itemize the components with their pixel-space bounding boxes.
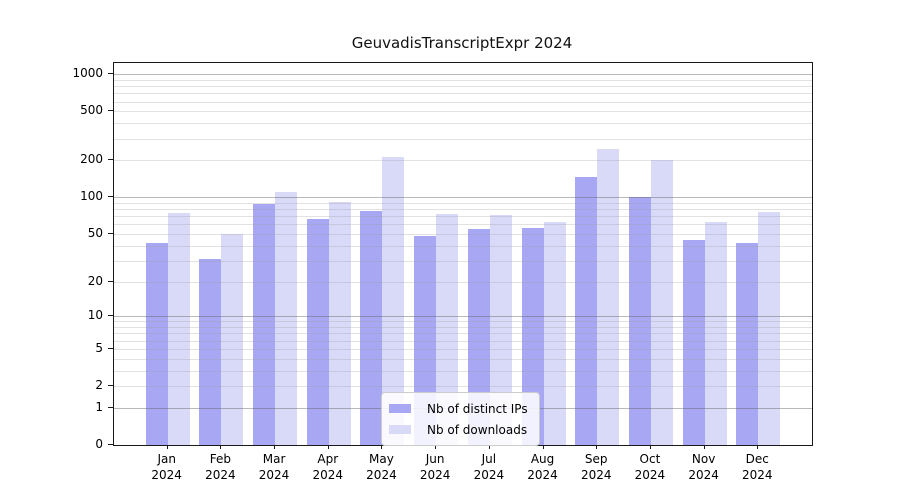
x-tick-label-oct: Oct 2024 bbox=[634, 452, 666, 482]
y-tick-mark bbox=[108, 385, 113, 387]
bar-downloads-may bbox=[382, 157, 405, 445]
x-tick-label-aug: Aug 2024 bbox=[527, 452, 558, 482]
y-tick-mark bbox=[108, 233, 113, 235]
y-tick-mark bbox=[108, 280, 113, 282]
bar-distinct-ips-apr bbox=[306, 219, 329, 445]
y-tick-label: 10 bbox=[87, 308, 103, 323]
x-tick-label-jul: Jul 2024 bbox=[473, 452, 505, 482]
x-tick-label-sep: Sep 2024 bbox=[580, 452, 612, 482]
bars-layer bbox=[114, 63, 812, 445]
x-tick-mark bbox=[166, 444, 168, 449]
x-tick-mark bbox=[381, 444, 383, 449]
x-tick-mark bbox=[488, 444, 490, 449]
y-tick-label: 100 bbox=[80, 189, 103, 204]
y-tick-label: 1000 bbox=[72, 66, 103, 81]
y-tick-label: 200 bbox=[80, 152, 103, 167]
legend-label-downloads: Nb of downloads bbox=[427, 422, 528, 437]
x-tick-mark bbox=[220, 444, 222, 449]
x-tick-mark bbox=[649, 444, 651, 449]
y-tick-label: 0 bbox=[95, 437, 103, 451]
legend-item-downloads: Nb of downloads bbox=[389, 419, 528, 440]
bar-downloads-apr bbox=[328, 201, 351, 445]
bar-downloads-dec bbox=[758, 211, 781, 445]
chart-title: GeuvadisTranscriptExpr 2024 bbox=[351, 34, 573, 52]
bar-downloads-oct bbox=[650, 159, 673, 445]
x-tick-label-nov: Nov 2024 bbox=[688, 452, 719, 482]
bar-distinct-ips-nov bbox=[682, 239, 705, 445]
x-tick-mark bbox=[435, 444, 437, 449]
bar-distinct-ips-oct bbox=[628, 197, 651, 445]
y-tick-label: 50 bbox=[87, 226, 103, 241]
x-tick-mark bbox=[757, 444, 759, 449]
y-tick-mark bbox=[108, 110, 113, 112]
x-tick-mark bbox=[274, 444, 276, 449]
y-tick-mark bbox=[108, 444, 113, 445]
bar-distinct-ips-sep bbox=[575, 177, 598, 445]
x-tick-mark bbox=[703, 444, 705, 449]
bar-distinct-ips-jan bbox=[145, 243, 168, 445]
bar-downloads-jul bbox=[489, 214, 512, 445]
x-tick-mark bbox=[596, 444, 598, 449]
x-tick-label-mar: Mar 2024 bbox=[258, 452, 290, 482]
y-tick-label: 500 bbox=[80, 103, 103, 118]
y-tick-mark bbox=[108, 73, 113, 75]
y-tick-mark bbox=[108, 347, 113, 349]
bar-distinct-ips-aug bbox=[521, 228, 544, 445]
y-tick-label: 1 bbox=[95, 399, 103, 414]
x-tick-label-may: May 2024 bbox=[366, 452, 397, 482]
legend: Nb of distinct IPs Nb of downloads bbox=[381, 392, 540, 446]
bar-downloads-mar bbox=[275, 192, 298, 445]
x-tick-label-jun: Jun 2024 bbox=[419, 452, 451, 482]
bar-downloads-jun bbox=[436, 214, 459, 445]
bar-distinct-ips-may bbox=[360, 210, 383, 445]
bar-distinct-ips-feb bbox=[199, 259, 222, 445]
legend-swatch-distinct-ips bbox=[389, 404, 411, 413]
y-tick-mark bbox=[108, 406, 113, 408]
y-tick-mark bbox=[108, 315, 113, 317]
plot-area: Nb of distinct IPs Nb of downloads bbox=[113, 62, 813, 446]
legend-label-distinct-ips: Nb of distinct IPs bbox=[427, 401, 528, 416]
bar-distinct-ips-jul bbox=[467, 229, 490, 445]
bar-downloads-sep bbox=[597, 148, 620, 445]
bar-downloads-jan bbox=[167, 213, 190, 445]
x-tick-label-apr: Apr 2024 bbox=[312, 452, 344, 482]
bar-distinct-ips-mar bbox=[253, 203, 276, 445]
legend-item-distinct-ips: Nb of distinct IPs bbox=[389, 398, 528, 419]
y-tick-mark bbox=[108, 196, 113, 198]
bar-downloads-aug bbox=[543, 221, 566, 445]
legend-swatch-downloads bbox=[389, 425, 411, 434]
bar-downloads-feb bbox=[221, 234, 244, 445]
x-tick-mark bbox=[542, 444, 544, 449]
y-tick-label: 2 bbox=[95, 378, 103, 393]
y-tick-label: 5 bbox=[95, 340, 103, 355]
x-tick-label-jan: Jan 2024 bbox=[151, 452, 182, 482]
bar-downloads-nov bbox=[704, 221, 727, 445]
x-tick-label-feb: Feb 2024 bbox=[205, 452, 236, 482]
y-tick-mark bbox=[108, 159, 113, 161]
x-tick-label-dec: Dec 2024 bbox=[742, 452, 773, 482]
bar-distinct-ips-dec bbox=[736, 243, 759, 445]
y-tick-label: 20 bbox=[87, 273, 103, 288]
x-tick-mark bbox=[327, 444, 329, 449]
